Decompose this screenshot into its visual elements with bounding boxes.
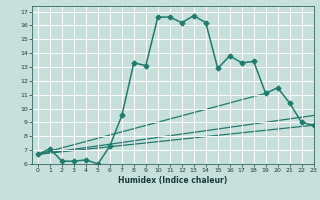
X-axis label: Humidex (Indice chaleur): Humidex (Indice chaleur)	[118, 176, 228, 185]
